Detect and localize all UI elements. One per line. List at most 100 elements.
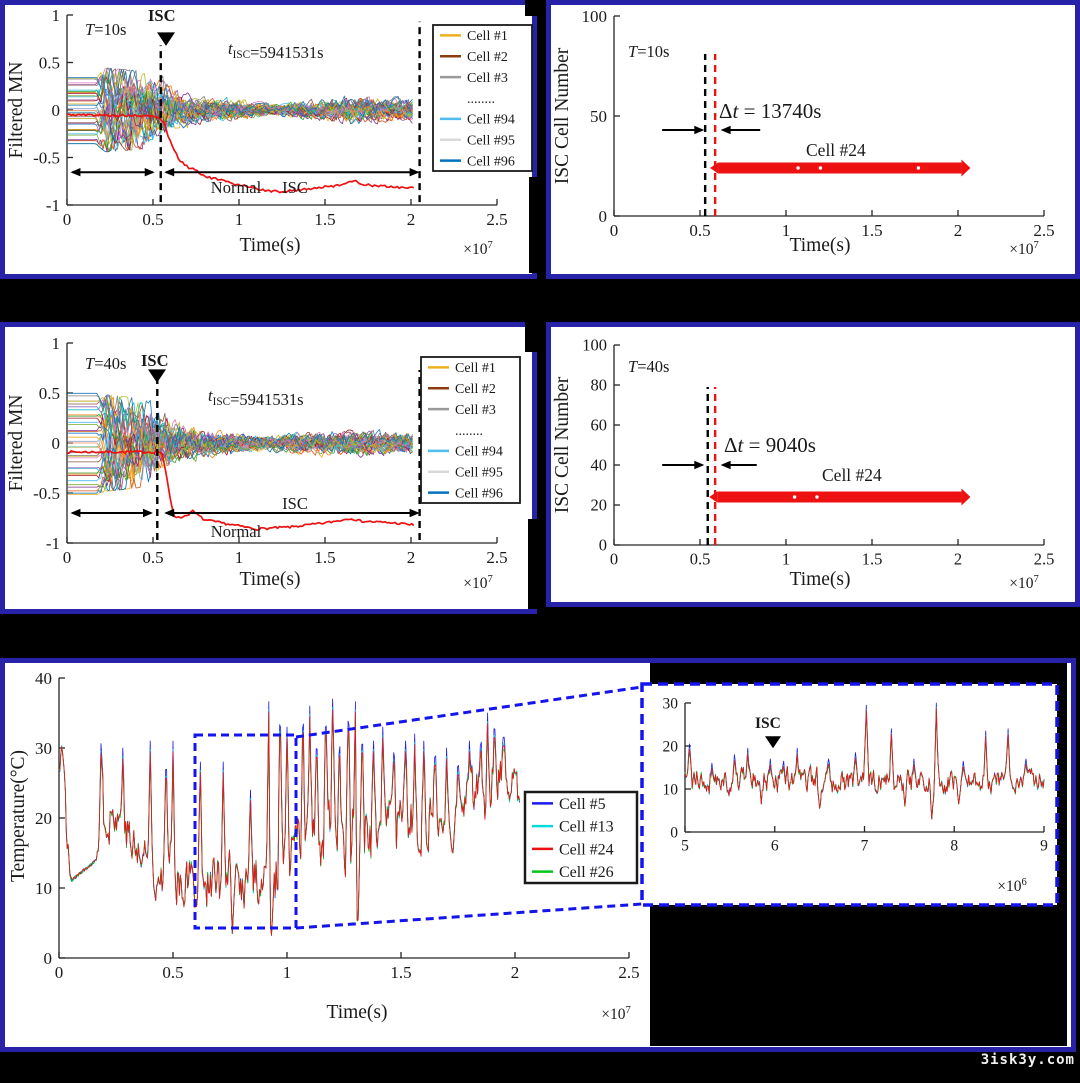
x-tick-label: 1.5 xyxy=(314,548,335,567)
panel-isc-cell-number-t40: 0 0.5 1 1.5 2 2.5 0 20 40 60 80 100 Time(s) ISC Cell … xyxy=(546,322,1080,607)
y-tick-label: 0 xyxy=(599,536,607,555)
x-tick-label: 1 xyxy=(283,963,292,982)
legend-label: Cell #96 xyxy=(467,154,515,169)
cell-trace xyxy=(67,394,413,457)
axis-multiplier: ×106 xyxy=(997,877,1027,895)
annotation-text: Δt = 9040s xyxy=(724,433,816,457)
y-tick-label: 30 xyxy=(663,695,679,712)
legend-label: Cell #13 xyxy=(559,819,614,836)
cell-trace xyxy=(67,403,413,461)
series xyxy=(58,698,520,936)
x-tick-label: 9 xyxy=(1040,838,1048,855)
band-dot xyxy=(792,495,797,499)
y-axis-title: ISC Cell Number xyxy=(552,376,573,513)
legend-label: Cell #3 xyxy=(455,403,496,418)
arrowhead-icon xyxy=(409,168,420,177)
legend: Cell #5 Cell #13 Cell #24 Cell #26 xyxy=(523,790,639,885)
x-axis-title: Time(s) xyxy=(789,569,850,590)
arrowhead-icon xyxy=(720,125,731,135)
band-dot xyxy=(916,166,921,170)
legend-label: Cell #2 xyxy=(467,50,508,65)
x-tick-label: 2 xyxy=(511,963,520,982)
y-tick-label: 60 xyxy=(591,416,608,435)
cell-trace xyxy=(67,67,413,116)
annotation-text: Cell #24 xyxy=(806,140,866,160)
y-tick-label: 10 xyxy=(35,879,52,898)
x-tick-label: 2.5 xyxy=(486,210,507,229)
annotation-text: tISC=5941531s xyxy=(228,39,324,62)
x-tick-label: 1.5 xyxy=(390,963,411,982)
annotation-text: tISC=5941531s xyxy=(208,386,304,409)
y-tick-label: -0.5 xyxy=(33,148,60,167)
arrowhead-icon xyxy=(164,168,175,177)
y-axis-title: Filtered MN xyxy=(6,395,27,492)
y-tick-label: 10 xyxy=(663,781,679,798)
panel-temperature-inset: 5 6 7 8 9 0 10 20 30 ×106 ISC xyxy=(640,682,1059,907)
black-notch xyxy=(525,0,546,16)
series xyxy=(66,392,415,531)
cell-trace xyxy=(67,409,413,453)
annotation-text: ISC xyxy=(148,6,176,25)
cell-trace xyxy=(67,68,413,119)
annotation-text: ISC xyxy=(755,715,781,732)
cell-trace xyxy=(67,67,413,119)
legend-label: Cell #95 xyxy=(467,133,515,148)
y-tick-label: -1 xyxy=(46,196,60,215)
legend-label: ........ xyxy=(455,424,483,439)
arrowhead-icon xyxy=(70,168,81,177)
legend-box xyxy=(523,790,639,885)
axis-multiplier: ×107 xyxy=(463,240,493,258)
axis-multiplier: ×107 xyxy=(1009,574,1039,592)
x-tick-label: 2.5 xyxy=(486,548,507,567)
panel-filtered-mn-t40: 0 0.5 1 1.5 2 2.5 -1 -0.5 0 0.5 1 Time(s) Filtered M… xyxy=(0,322,537,614)
x-tick-label: 2 xyxy=(407,210,416,229)
x-tick-label: 8 xyxy=(950,838,958,855)
annotations: T=10s Δt = 13740s Cell #24 xyxy=(628,42,971,216)
x-tick-label: 0.5 xyxy=(142,548,163,567)
annotation-text: Cell #24 xyxy=(822,465,882,485)
arrowhead-icon xyxy=(164,508,175,518)
x-tick-label: 2.5 xyxy=(1033,221,1054,240)
legend-label: Cell #96 xyxy=(455,486,503,501)
y-axis-title: Filtered MN xyxy=(6,62,27,159)
band-dot xyxy=(796,166,800,170)
isc-marker-icon xyxy=(148,369,166,383)
band-left-tip xyxy=(709,491,718,503)
series xyxy=(684,702,1045,820)
legend: Cell #1 Cell #2 Cell #3........ Cell #94 Cel… xyxy=(420,356,521,504)
zoom-connector-line xyxy=(295,685,643,739)
arrowhead-icon xyxy=(694,460,705,470)
zoom-region-rect xyxy=(193,733,298,930)
x-tick-label: 2.5 xyxy=(1034,550,1055,569)
y-tick-label: 100 xyxy=(582,336,607,355)
axes: 5 6 7 8 9 0 10 20 30 ×106 xyxy=(663,695,1049,895)
y-tick-label: 40 xyxy=(591,456,608,475)
y-tick-label: 30 xyxy=(35,739,52,758)
x-tick-label: 0 xyxy=(63,210,72,229)
x-tick-label: 1 xyxy=(235,210,244,229)
annotation-text: Normal xyxy=(211,522,262,541)
panel-filtered-mn-t10: 0 0.5 1 1.5 2 2.5 -1 -0.5 0 0.5 1 Time(s) Filtered M… xyxy=(0,0,537,279)
y-tick-label: 20 xyxy=(35,809,52,828)
x-tick-label: 1.5 xyxy=(314,210,335,229)
x-tick-label: 0.5 xyxy=(142,210,163,229)
legend: Cell #1 Cell #2 Cell #3........ Cell #94 Cel… xyxy=(432,24,533,172)
cell24-band xyxy=(717,491,962,503)
y-tick-label: 0.5 xyxy=(39,384,60,403)
isc-marker-icon xyxy=(157,32,175,46)
legend-label: Cell #94 xyxy=(455,445,503,460)
axis-multiplier: ×107 xyxy=(463,574,493,592)
legend-box xyxy=(420,356,521,504)
x-axis-title: Time(s) xyxy=(326,1002,387,1023)
x-tick-label: 5 xyxy=(681,838,689,855)
cell24-band xyxy=(718,162,962,174)
x-tick-label: 0 xyxy=(610,550,618,569)
y-tick-label: 0.5 xyxy=(39,53,60,72)
black-notch xyxy=(525,322,546,352)
isc-cell-trace xyxy=(66,450,415,531)
annotation-text: T=10s xyxy=(628,42,669,61)
x-tick-label: 0.5 xyxy=(690,550,711,569)
legend-label: Cell #1 xyxy=(467,29,508,44)
x-tick-label: 1.5 xyxy=(861,221,882,240)
y-axis-title: Temperature(°C) xyxy=(8,750,29,882)
